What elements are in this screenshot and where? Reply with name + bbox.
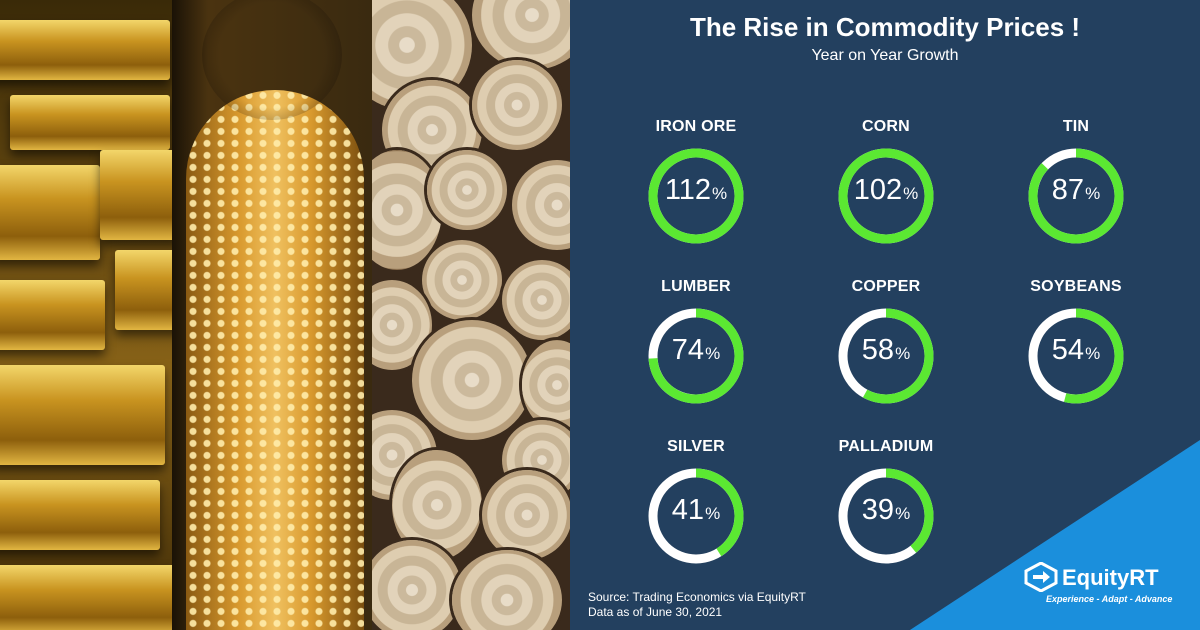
corner-accent <box>910 440 1200 630</box>
donut-value: 102% <box>806 174 966 207</box>
donut-value-number: 87 <box>1051 174 1085 206</box>
donut-value-unit: % <box>705 504 721 523</box>
donut-item: LUMBER 74% <box>616 278 776 428</box>
donut-value-unit: % <box>895 344 911 363</box>
donut-item: CORN 102% <box>806 118 966 268</box>
donut-value-unit: % <box>895 504 911 523</box>
donut-label: SILVER <box>667 438 725 455</box>
donut-value: 112% <box>616 174 776 207</box>
donut-arc <box>648 308 744 404</box>
donut-label: SOYBEANS <box>1030 278 1122 295</box>
gold-bars-image <box>0 0 172 630</box>
source-line: Source: Trading Economics via EquityRT <box>588 590 806 604</box>
brand-name: EquityRT <box>1062 565 1159 590</box>
donut-label: TIN <box>1062 118 1090 135</box>
chart-subtitle: Year on Year Growth <box>811 47 959 64</box>
donut-ring <box>838 148 934 244</box>
donut-value-number: 112 <box>664 174 712 206</box>
donut-ring <box>648 468 744 564</box>
donut-item: PALLADIUM 39% <box>806 438 966 588</box>
donut-value-unit: % <box>1085 184 1101 203</box>
donut-arc <box>838 148 934 244</box>
donut-arc <box>1028 308 1124 404</box>
brand-logo: EquityRT Experience - Adapt - Advance <box>1024 562 1184 612</box>
donut-value-number: 54 <box>1051 334 1085 366</box>
donut-arc <box>648 148 744 244</box>
donut-label: LUMBER <box>661 278 731 295</box>
donut-value-number: 41 <box>671 494 705 526</box>
donut-value-number: 58 <box>861 334 895 366</box>
donut-ring <box>1028 148 1124 244</box>
donut-arc <box>648 468 744 564</box>
donut-label: CORN <box>862 118 910 135</box>
donut-value-number: 39 <box>861 494 895 526</box>
donut-value-number: 74 <box>671 334 705 366</box>
brand-tagline: Experience - Adapt - Advance <box>1046 594 1173 604</box>
donut-item: COPPER 58% <box>806 278 966 428</box>
donut-value: 41% <box>616 494 776 527</box>
timber-logs-image <box>372 0 570 630</box>
donut-value: 58% <box>806 334 966 367</box>
equityrt-logo-icon <box>1024 562 1058 592</box>
donut-value-unit: % <box>1085 344 1101 363</box>
donut-arc <box>838 308 934 404</box>
donut-item: SOYBEANS 54% <box>996 278 1156 428</box>
donut-value: 74% <box>616 334 776 367</box>
donut-value-number: 102 <box>853 174 903 206</box>
data-date-line: Data as of June 30, 2021 <box>588 605 723 619</box>
donut-ring <box>648 308 744 404</box>
donut-ring <box>838 468 934 564</box>
donut-arc <box>1028 148 1124 244</box>
donut-ring <box>838 308 934 404</box>
donut-value-unit: % <box>712 184 728 203</box>
donut-arc <box>838 468 934 564</box>
donut-item: SILVER 41% <box>616 438 776 588</box>
donut-label: IRON ORE <box>655 118 737 135</box>
donut-value: 87% <box>996 174 1156 207</box>
infographic-panel: The Rise in Commodity Prices ! Year on Y… <box>570 0 1200 630</box>
donut-label: COPPER <box>851 278 921 295</box>
donut-label: PALLADIUM <box>838 438 934 455</box>
donut-value: 39% <box>806 494 966 527</box>
donut-item: TIN 87% <box>996 118 1156 268</box>
donut-value: 54% <box>996 334 1156 367</box>
donut-item: IRON ORE 112% <box>616 118 776 268</box>
donut-value-unit: % <box>903 184 919 203</box>
source-note: Source: Trading Economics via EquityRT D… <box>588 590 806 620</box>
donut-value-unit: % <box>705 344 721 363</box>
donut-ring <box>1028 308 1124 404</box>
chart-title: The Rise in Commodity Prices ! <box>689 12 1081 42</box>
donut-ring <box>648 148 744 244</box>
corn-cob-image <box>172 0 372 630</box>
